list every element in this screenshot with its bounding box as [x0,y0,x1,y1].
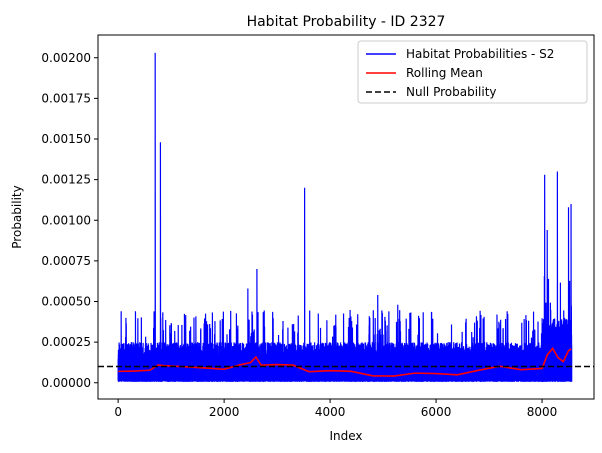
y-tick-label: 0.00150 [41,132,91,146]
chart-title: Habitat Probability - ID 2327 [247,14,446,30]
y-tick-label: 0.00075 [41,254,91,268]
series-habitat-probabilities-line [117,52,573,382]
y-tick-label: 0.00000 [41,376,91,390]
x-tick-label: 2000 [209,405,240,419]
y-tick-label: 0.00050 [41,295,91,309]
legend-entry-label: Null Probability [406,85,497,99]
legend-entry-label: Rolling Mean [406,66,483,80]
x-tick-label: 8000 [527,405,558,419]
legend-box [357,40,588,104]
y-tick-label: 0.00200 [41,51,91,65]
legend-entry-label: Habitat Probabilities - S2 [406,47,554,61]
x-tick-label: 6000 [421,405,452,419]
x-tick-label: 4000 [315,405,346,419]
series-rolling-mean-line [118,347,572,377]
plot-frame [97,34,595,400]
y-tick-label: 0.00125 [41,173,91,187]
y-tick-label: 0.00100 [41,213,91,227]
y-axis-label: Probability [10,185,24,248]
legend: Habitat Probabilities - S2 Rolling Mean Nu… [357,40,588,104]
y-tick-label: 0.00025 [41,335,91,349]
x-axis-label: Index [329,429,362,443]
x-tick-label: 0 [114,405,122,419]
y-tick-label: 0.00175 [41,91,91,105]
